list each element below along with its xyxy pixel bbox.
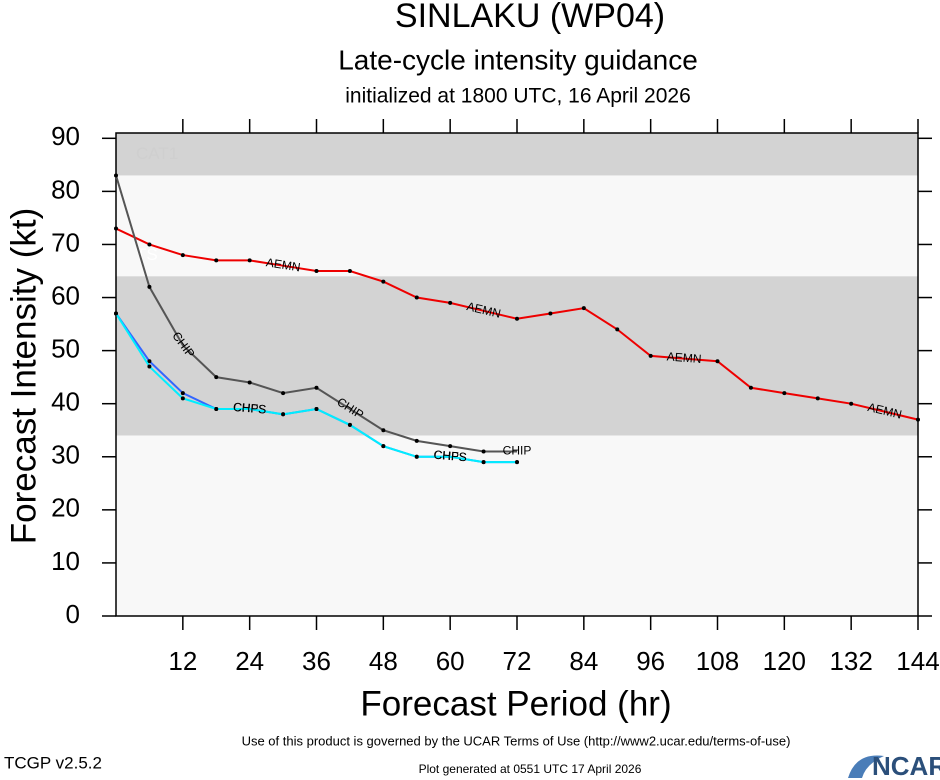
- series-point: [147, 242, 152, 247]
- series-label: CHPS: [233, 400, 267, 417]
- series-point: [515, 316, 519, 321]
- series-point: [314, 385, 319, 390]
- x-axis-title: Forecast Period (hr): [360, 684, 671, 723]
- x-tick-label: 132: [829, 646, 872, 676]
- terms-text: Use of this product is governed by the U…: [242, 733, 791, 748]
- init-text: initialized at 1800 UTC, 16 April 2026: [345, 85, 691, 108]
- series-point: [147, 284, 152, 289]
- series-point: [849, 401, 854, 406]
- chart-title: SINLAKU (WP04): [395, 0, 665, 35]
- series-point: [381, 444, 386, 449]
- series-point: [481, 460, 486, 465]
- x-tick-label: 120: [763, 646, 806, 676]
- series-point: [515, 460, 519, 465]
- series-point: [214, 375, 219, 380]
- intensity-band: [116, 435, 918, 616]
- series-point: [214, 407, 219, 411]
- series-point: [347, 269, 352, 273]
- logo-swoosh: [848, 755, 884, 778]
- x-tick-label: 108: [696, 646, 739, 676]
- logo: NCAR: [848, 751, 940, 780]
- intensity-band: [116, 133, 918, 176]
- series-point: [448, 300, 453, 305]
- series-point: [481, 449, 486, 454]
- y-tick-label: 50: [51, 333, 80, 363]
- series-point: [648, 353, 653, 358]
- y-tick-label: 40: [51, 387, 80, 417]
- x-tick-label: 96: [636, 646, 665, 676]
- version-text: TCGP v2.5.2: [4, 753, 102, 772]
- series-point: [247, 258, 252, 263]
- series-point: [147, 364, 152, 369]
- series-point: [314, 407, 319, 411]
- band-label: CAT2: [136, 101, 178, 120]
- series-point: [281, 412, 286, 417]
- series-point: [381, 279, 386, 284]
- x-tick-label: 48: [369, 646, 398, 676]
- series-point: [347, 422, 352, 427]
- x-tick-label: 60: [436, 646, 465, 676]
- series-point: [916, 417, 920, 422]
- y-tick-label: 80: [51, 174, 80, 204]
- logo-text: NCAR: [872, 751, 940, 780]
- band-label: CAT1: [136, 144, 178, 163]
- series-point: [414, 295, 419, 300]
- x-tick-label: 84: [569, 646, 598, 676]
- generated-text: Plot generated at 0551 UTC 17 April 2026: [419, 762, 642, 776]
- y-tick-label: 60: [51, 280, 80, 310]
- y-tick-label: 90: [51, 121, 80, 151]
- x-tick-label: 12: [168, 646, 197, 676]
- series-point: [748, 385, 753, 390]
- series-label: CHIP: [503, 444, 532, 458]
- x-tick-label: 144: [896, 646, 939, 676]
- series-point: [782, 391, 787, 396]
- series-point: [114, 311, 118, 316]
- x-tick-label: 72: [503, 646, 532, 676]
- series-point: [281, 391, 286, 396]
- x-tick-label: 36: [302, 646, 331, 676]
- chart-subtitle: Late-cycle intensity guidance: [338, 44, 698, 75]
- series-point: [114, 226, 118, 231]
- y-tick-label: 20: [51, 493, 80, 523]
- series-label: AEMN: [666, 349, 702, 366]
- series-point: [815, 396, 820, 401]
- series-point: [147, 359, 152, 364]
- series-label: CHPS: [433, 448, 467, 465]
- series-point: [214, 258, 219, 263]
- y-tick-label: 70: [51, 227, 80, 257]
- series-point: [414, 454, 419, 459]
- series-point: [448, 444, 453, 449]
- series-point: [715, 359, 720, 364]
- series-point: [180, 391, 185, 396]
- series-point: [381, 428, 386, 433]
- series-point: [180, 396, 185, 401]
- x-tick-label: 24: [235, 646, 264, 676]
- y-tick-label: 0: [66, 599, 80, 629]
- series-point: [314, 269, 319, 273]
- series-label: AEMN: [265, 255, 301, 274]
- series-point: [180, 253, 185, 258]
- series-point: [615, 327, 620, 332]
- series-point: [414, 438, 419, 443]
- y-axis-title: Forecast Intensity (kt): [4, 208, 43, 544]
- series-point: [247, 380, 252, 385]
- series-point: [581, 306, 586, 311]
- y-tick-label: 30: [51, 440, 80, 470]
- series-point: [114, 173, 118, 178]
- series-point: [548, 311, 553, 316]
- y-tick-label: 10: [51, 546, 80, 576]
